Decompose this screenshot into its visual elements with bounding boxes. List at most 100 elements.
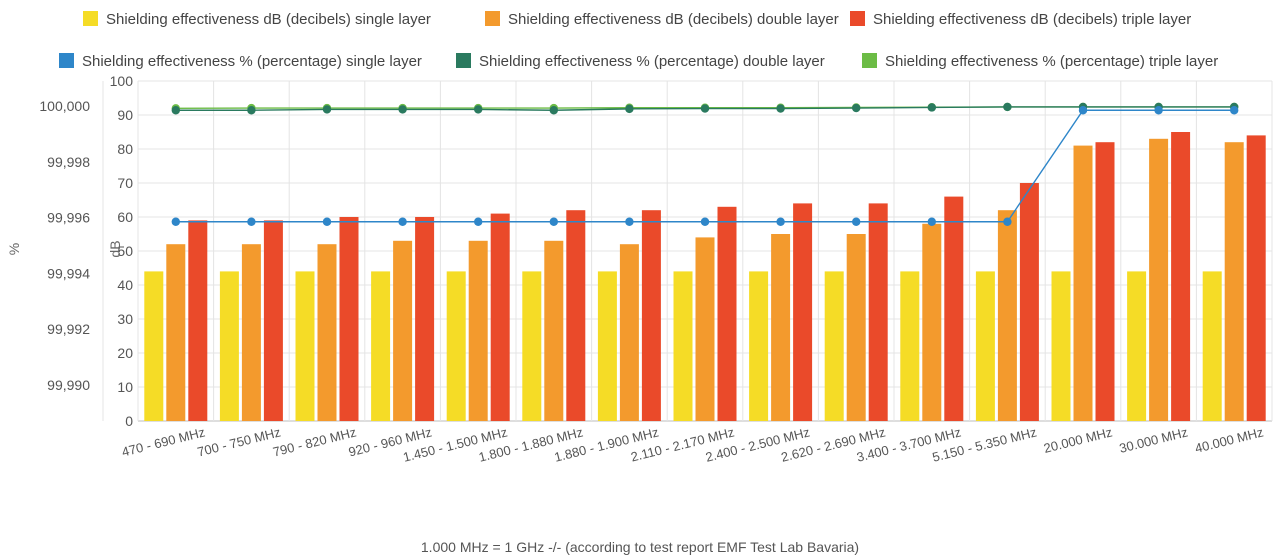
bar-1-11[interactable] <box>900 271 920 421</box>
bar-2-7[interactable] <box>619 244 639 421</box>
bar-3-2[interactable] <box>263 220 283 421</box>
bar-3-7[interactable] <box>641 210 661 421</box>
db-tick-label: 100 <box>110 73 134 89</box>
bar-3-12[interactable] <box>1019 183 1039 421</box>
point-2-7[interactable] <box>625 104 634 114</box>
bar-3-13[interactable] <box>1095 142 1115 421</box>
bar-3-6[interactable] <box>566 210 586 421</box>
point-2-5[interactable] <box>474 105 483 114</box>
percent-axis-title: % <box>6 243 22 255</box>
db-tick-label: 80 <box>117 141 133 157</box>
point-1-1[interactable] <box>171 217 180 226</box>
bar-1-5[interactable] <box>446 271 466 421</box>
bar-1-12[interactable] <box>975 271 995 421</box>
point-2-8[interactable] <box>700 104 710 113</box>
db-axis-title: dB <box>107 240 123 257</box>
legend-label: Shielding effectiveness dB (decibels) si… <box>106 11 431 28</box>
bar-3-1[interactable] <box>188 220 208 421</box>
bar-1-6[interactable] <box>522 271 542 421</box>
bar-1-8[interactable] <box>673 271 693 421</box>
point-2-2[interactable] <box>247 106 256 115</box>
legend-item-bar-3[interactable]: Shielding effectiveness dB (decibels) tr… <box>850 11 1191 28</box>
point-1-2[interactable] <box>247 217 256 226</box>
bar-1-7[interactable] <box>597 271 617 421</box>
bar-3-8[interactable] <box>717 206 737 421</box>
point-2-3[interactable] <box>322 105 332 114</box>
bar-1-14[interactable] <box>1127 271 1147 421</box>
legend-item-line-1[interactable]: Shielding effectiveness % (percentage) s… <box>59 53 422 70</box>
db-tick-label: 30 <box>117 311 133 327</box>
point-1-9[interactable] <box>776 217 785 226</box>
bar-2-5[interactable] <box>468 240 488 421</box>
point-1-11[interactable] <box>927 217 936 226</box>
point-2-12[interactable] <box>1003 102 1012 112</box>
bar-1-1[interactable] <box>144 271 164 421</box>
bar-2-11[interactable] <box>922 223 942 421</box>
bar-2-4[interactable] <box>393 240 413 421</box>
point-1-12[interactable] <box>1003 217 1012 226</box>
point-2-11[interactable] <box>927 103 936 112</box>
bar-1-13[interactable] <box>1051 271 1071 421</box>
bar-3-5[interactable] <box>490 213 510 421</box>
legend-label: Shielding effectiveness dB (decibels) tr… <box>873 11 1191 28</box>
point-1-13[interactable] <box>1078 106 1088 115</box>
point-2-6[interactable] <box>549 106 558 115</box>
bar-2-8[interactable] <box>695 237 715 421</box>
bar-1-10[interactable] <box>824 271 844 421</box>
line-series <box>171 102 1239 226</box>
db-tick-label: 60 <box>117 209 133 225</box>
legend-item-line-3[interactable]: Shielding effectiveness % (percentage) t… <box>862 53 1218 70</box>
legend-swatch <box>59 53 74 68</box>
point-1-4[interactable] <box>398 217 407 226</box>
point-2-1[interactable] <box>171 106 180 115</box>
bar-2-6[interactable] <box>544 240 564 421</box>
point-2-10[interactable] <box>852 103 861 113</box>
bar-2-9[interactable] <box>771 234 791 421</box>
bar-3-9[interactable] <box>793 203 813 421</box>
point-2-4[interactable] <box>398 105 407 114</box>
bar-1-9[interactable] <box>749 271 769 421</box>
percent-tick-label: 99,998 <box>47 154 90 170</box>
bar-1-4[interactable] <box>371 271 391 421</box>
legend-item-bar-1[interactable]: Shielding effectiveness dB (decibels) si… <box>83 11 431 28</box>
category-label: 30.000 MHz <box>1118 424 1190 456</box>
bar-2-14[interactable] <box>1149 138 1169 422</box>
bar-3-3[interactable] <box>339 217 359 421</box>
bar-2-15[interactable] <box>1224 142 1244 421</box>
bar-3-15[interactable] <box>1246 135 1266 421</box>
point-1-3[interactable] <box>322 217 332 226</box>
bar-1-2[interactable] <box>219 271 239 421</box>
legend-swatch <box>83 11 98 26</box>
bar-2-12[interactable] <box>997 210 1017 421</box>
legend-item-line-2[interactable]: Shielding effectiveness % (percentage) d… <box>456 53 825 70</box>
bar-3-14[interactable] <box>1171 132 1191 421</box>
bar-2-3[interactable] <box>317 244 337 421</box>
point-1-8[interactable] <box>700 217 710 226</box>
bar-3-10[interactable] <box>868 203 888 421</box>
bar-1-3[interactable] <box>295 271 315 421</box>
db-tick-label: 90 <box>117 107 133 123</box>
percent-tick-label: 99,994 <box>47 265 90 281</box>
point-1-5[interactable] <box>474 217 483 226</box>
bar-2-13[interactable] <box>1073 145 1093 421</box>
category-label: 20.000 MHz <box>1042 424 1114 456</box>
bar-3-11[interactable] <box>944 196 964 421</box>
point-1-6[interactable] <box>549 217 558 226</box>
db-tick-label: 70 <box>117 175 133 191</box>
bar-3-4[interactable] <box>415 217 435 421</box>
point-1-14[interactable] <box>1154 106 1163 115</box>
point-1-7[interactable] <box>625 217 634 226</box>
legend-label: Shielding effectiveness % (percentage) s… <box>82 53 422 70</box>
category-label: 470 - 690 MHz <box>120 424 206 459</box>
bar-1-15[interactable] <box>1202 271 1222 421</box>
bar-2-10[interactable] <box>846 234 866 421</box>
point-1-10[interactable] <box>852 217 861 226</box>
legend-label: Shielding effectiveness % (percentage) d… <box>479 53 825 70</box>
bar-2-2[interactable] <box>241 244 261 421</box>
db-tick-label: 20 <box>117 345 133 361</box>
point-1-15[interactable] <box>1230 106 1239 115</box>
legend-swatch <box>485 11 500 26</box>
legend-item-bar-2[interactable]: Shielding effectiveness dB (decibels) do… <box>485 11 839 28</box>
bar-2-1[interactable] <box>166 244 186 421</box>
point-2-9[interactable] <box>776 104 785 113</box>
